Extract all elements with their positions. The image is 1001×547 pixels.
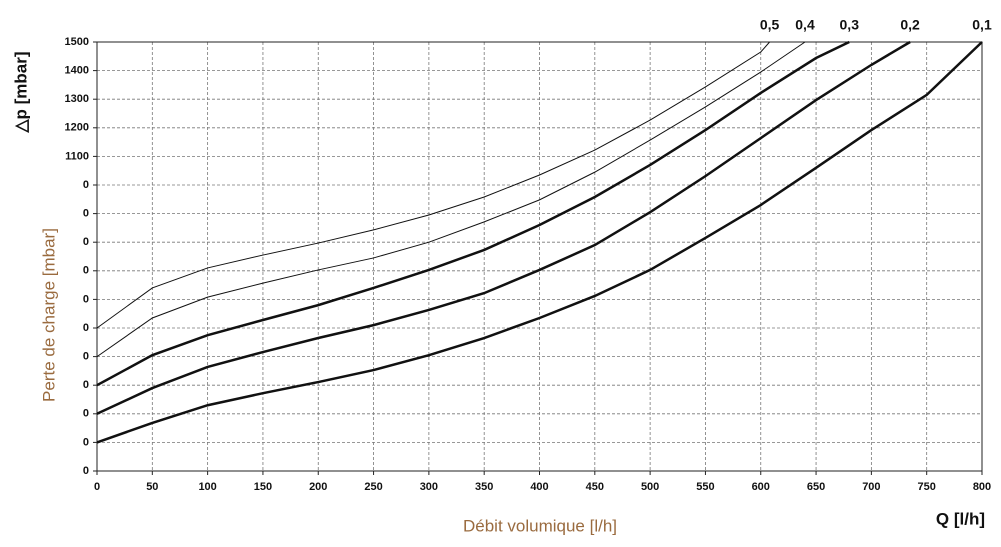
x-tick-label: 550 [696, 481, 714, 493]
series-label: 0,3 [840, 17, 860, 33]
plot-frame [96, 41, 983, 472]
x-tick-label: 350 [475, 481, 493, 493]
x-tick-label: 650 [807, 481, 825, 493]
x-tick-label: 100 [198, 481, 216, 493]
y-tick-label: 1200 [65, 122, 89, 134]
y-tick-label: 0 [83, 236, 89, 248]
series-line [96, 40, 911, 415]
x-tick-label: 600 [752, 481, 770, 493]
series-label: 0,5 [760, 17, 780, 33]
x-tick-label: 300 [420, 481, 438, 493]
y-tick-label: 0 [83, 408, 89, 420]
y-tick-label: 0 [83, 293, 89, 305]
y-tick-label: 0 [83, 265, 89, 277]
x-tick-label: 250 [364, 481, 382, 493]
y-tick-label: 1100 [65, 150, 89, 162]
series-line [96, 41, 770, 329]
series-label: 0,4 [795, 17, 815, 33]
y-tick-label: 0 [83, 436, 89, 448]
series-line [96, 40, 850, 387]
y-tick-label: 1500 [65, 36, 89, 48]
x-tick-label: 50 [146, 481, 158, 493]
x-axis-label: Débit volumique [l/h] [463, 516, 617, 535]
y-tick-label: 0 [83, 379, 89, 391]
x-tick-label: 150 [254, 481, 272, 493]
series-label: 0,1 [972, 17, 992, 33]
series-line [96, 41, 806, 358]
x-tick-label: 750 [918, 481, 936, 493]
x-tick-label: 200 [309, 481, 327, 493]
x-tick-label: 0 [94, 481, 100, 493]
y-tick-label: 0 [83, 322, 89, 334]
x-tick-label: 450 [586, 481, 604, 493]
x-tick-label: 500 [641, 481, 659, 493]
y-tick-label: 1400 [65, 65, 89, 77]
y-axis-label: Perte de charge [mbar] [39, 228, 58, 402]
y-tick-label: 0 [83, 208, 89, 220]
y-tick-label: 0 [83, 465, 89, 477]
x-tick-label: 800 [973, 481, 991, 493]
y-tick-label: 0 [83, 351, 89, 363]
y-tick-label: 0 [83, 179, 89, 191]
series-label: 0,2 [900, 17, 920, 33]
y-tick-label: 1300 [65, 93, 89, 105]
x-axis-label-right: Q [l/h] [936, 509, 985, 528]
series-line [96, 41, 983, 444]
x-tick-label: 700 [862, 481, 880, 493]
x-tick-label: 400 [530, 481, 548, 493]
y-axis-label-top: △p [mbar] [11, 51, 30, 133]
